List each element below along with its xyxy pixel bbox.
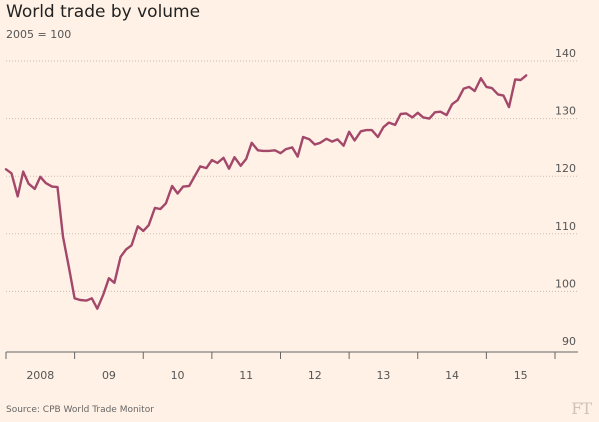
series-layer — [4, 74, 528, 310]
x-tick-label: 10 — [171, 369, 185, 382]
y-tick-label: 100 — [555, 277, 576, 290]
source-note: Source: CPB World Trade Monitor — [6, 405, 154, 415]
x-tick-label: 15 — [514, 369, 528, 382]
y-tick-label: 120 — [555, 162, 576, 175]
x-tick-label: 14 — [445, 369, 459, 382]
x-axis: 2008 09 10 11 12 13 14 15 — [5, 351, 578, 382]
y-tick-label: 90 — [562, 335, 576, 348]
y-tick-label: 130 — [555, 105, 576, 118]
grid-lines — [6, 60, 578, 292]
y-axis-ticks: 90 100 110 120 130 140 — [555, 47, 576, 348]
chart-title: World trade by volume — [6, 2, 201, 22]
y-tick-label: 140 — [555, 47, 576, 60]
x-tick-label: 11 — [239, 369, 253, 382]
ft-logo: FT — [571, 399, 592, 418]
x-tick-label: 12 — [308, 369, 322, 382]
y-tick-label: 110 — [555, 220, 576, 233]
x-tick-label: 2008 — [26, 369, 54, 382]
x-tick-label: 13 — [376, 369, 390, 382]
series-line-0 — [4, 74, 528, 310]
chart-subtitle: 2005 = 100 — [6, 28, 72, 41]
x-tick-label: 09 — [102, 369, 116, 382]
